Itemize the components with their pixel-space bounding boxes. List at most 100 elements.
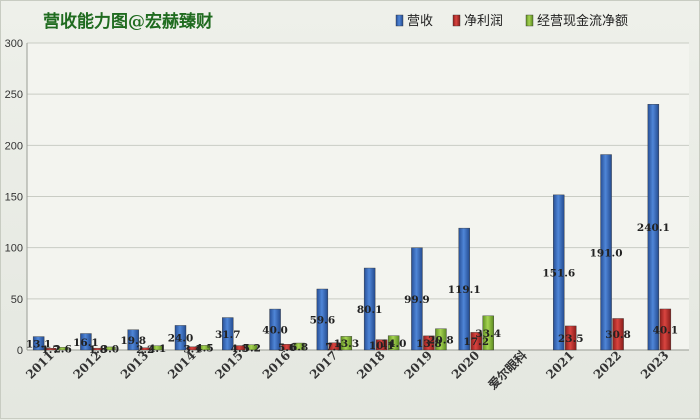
- data-label: 99.9: [404, 294, 430, 306]
- data-label: 24.0: [168, 333, 194, 345]
- bar-营收-2015: [222, 317, 234, 351]
- x-tick-label: 爱尔眼科: [485, 348, 530, 393]
- bar-营收-2019: [411, 247, 423, 351]
- data-label: 14.0: [381, 338, 407, 350]
- data-label: 5.6: [278, 342, 296, 354]
- x-tick-label: 2013: [118, 348, 152, 382]
- data-label: 33.4: [475, 328, 501, 340]
- bar-经营现金流净额-2014: [198, 345, 211, 351]
- data-label: 31.7: [215, 329, 241, 341]
- data-label: 13.1: [26, 338, 52, 350]
- bar-营收-2018: [363, 267, 376, 351]
- bar-经营现金流净额-2017: [340, 336, 353, 351]
- bar-经营现金流净额-2011: [56, 347, 69, 351]
- bar-经营现金流净额-2013: [151, 345, 163, 351]
- bar-净利润-2021: [565, 325, 577, 351]
- data-label: 20.8: [428, 334, 454, 346]
- data-label: 40.0: [262, 325, 288, 337]
- data-label: 4.3: [231, 343, 249, 355]
- data-label: 10.1: [369, 340, 395, 352]
- data-label: 2.2: [136, 344, 154, 356]
- bar-营收-2012: [80, 333, 92, 351]
- bar-净利润-2014: [186, 346, 199, 351]
- bar-经营现金流净额-2019: [435, 328, 447, 351]
- bar-经营现金流净额-2015: [246, 344, 258, 351]
- bar-经营现金流净额-2020: [482, 315, 494, 351]
- bar-净利润-2020: [470, 332, 482, 351]
- x-tick-label: 2017: [307, 348, 341, 382]
- data-label: 7.1: [325, 341, 343, 353]
- data-label: 4.5: [195, 343, 213, 355]
- data-label: 240.1: [637, 222, 670, 234]
- x-tick-label: 2011: [23, 348, 57, 382]
- data-label: 19.8: [120, 335, 146, 347]
- data-label: 23.5: [558, 333, 584, 345]
- data-label: 30.8: [605, 329, 631, 341]
- bar-净利润-2022: [612, 318, 624, 351]
- legend-swatch-营收: [395, 14, 404, 27]
- bar-净利润-2012: [92, 347, 104, 351]
- x-tick-label: 2019: [402, 348, 436, 382]
- y-tick-label: 200: [5, 140, 23, 152]
- data-label: 59.6: [310, 315, 336, 327]
- bar-经营现金流净额-2016: [293, 342, 305, 351]
- bar-营收-2017: [316, 288, 329, 351]
- data-label: 3.0: [101, 343, 119, 355]
- x-tick-label: 2015: [212, 348, 246, 382]
- y-tick-label: 150: [5, 192, 23, 204]
- y-tick-label: 300: [5, 38, 23, 50]
- data-label: 3.1: [183, 343, 201, 355]
- bar-营收-2022: [600, 154, 612, 351]
- legend-label: 营收: [407, 14, 433, 29]
- bar-净利润-2011: [44, 348, 57, 351]
- chart-title: 营收能力图@宏赫臻财: [43, 11, 213, 32]
- legend-swatch-经营现金流净额: [525, 14, 534, 27]
- data-label: 80.1: [357, 304, 383, 316]
- bar-净利润-2015: [234, 345, 246, 351]
- x-tick-label: 2020: [449, 348, 483, 382]
- bar-经营现金流净额-2018: [387, 335, 400, 351]
- x-tick-label: 2016: [260, 348, 294, 382]
- bar-营收-2020: [458, 227, 470, 351]
- legend-label: 净利润: [464, 14, 503, 29]
- bar-营收-2023: [647, 104, 660, 351]
- data-label: 6.8: [290, 342, 308, 354]
- x-tick-label: 2022: [591, 348, 625, 382]
- bar-净利润-2013: [139, 347, 151, 351]
- data-label: 40.1: [653, 324, 679, 336]
- data-label: 5.2: [243, 342, 261, 354]
- x-tick-label: 2012: [71, 348, 105, 382]
- bar-营收-2011: [32, 336, 45, 351]
- data-label: 17.2: [463, 336, 489, 348]
- data-label: 2.6: [54, 344, 72, 356]
- data-label: 191.0: [590, 247, 623, 259]
- x-tick-label: 2014: [165, 348, 199, 382]
- bar-净利润-2017: [328, 342, 341, 351]
- x-tick-label: 2021: [543, 348, 577, 382]
- data-label: 151.6: [542, 267, 575, 279]
- y-tick-label: 100: [5, 243, 23, 255]
- bar-净利润-2019: [423, 335, 435, 351]
- data-label: 1.8: [89, 344, 107, 356]
- data-label: 4.1: [148, 343, 166, 355]
- legend-swatch-净利润: [452, 14, 461, 27]
- x-tick-label: 2018: [354, 348, 388, 382]
- bar-经营现金流净额-2012: [104, 346, 116, 351]
- x-tick-label: 2023: [638, 348, 672, 382]
- bar-净利润-2023: [659, 308, 672, 351]
- data-label: 16.1: [73, 337, 99, 349]
- legend-label: 经营现金流净额: [537, 13, 628, 29]
- bar-营收-2021: [553, 194, 565, 351]
- bar-营收-2016: [269, 308, 281, 351]
- bar-营收-2013: [127, 329, 139, 351]
- data-label: 1.7: [42, 344, 60, 356]
- bar-净利润-2016: [281, 344, 293, 351]
- data-label: 13.8: [416, 338, 442, 350]
- y-tick-label: 250: [5, 89, 23, 101]
- data-label: 119.1: [448, 284, 481, 296]
- y-tick-label: 50: [11, 294, 23, 306]
- bar-营收-2014: [174, 325, 187, 351]
- bar-净利润-2018: [375, 339, 388, 351]
